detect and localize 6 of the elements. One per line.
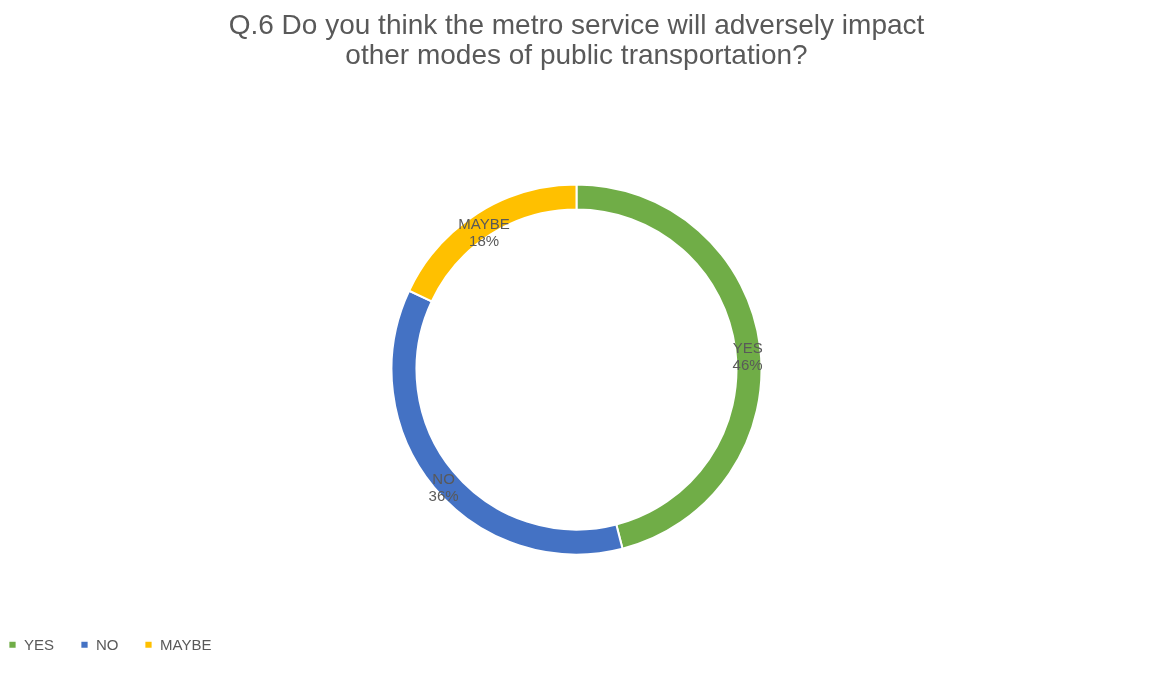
legend-label: MAYBE [160, 635, 212, 653]
slice-label: NO [432, 470, 455, 488]
chart-title: Q.6 Do you think the metro service will adversely impact other modes of public transportation? [228, 9, 925, 70]
legend-label: NO [96, 635, 119, 653]
data-label: 36% [428, 487, 459, 505]
legend-label: YES [24, 635, 55, 653]
